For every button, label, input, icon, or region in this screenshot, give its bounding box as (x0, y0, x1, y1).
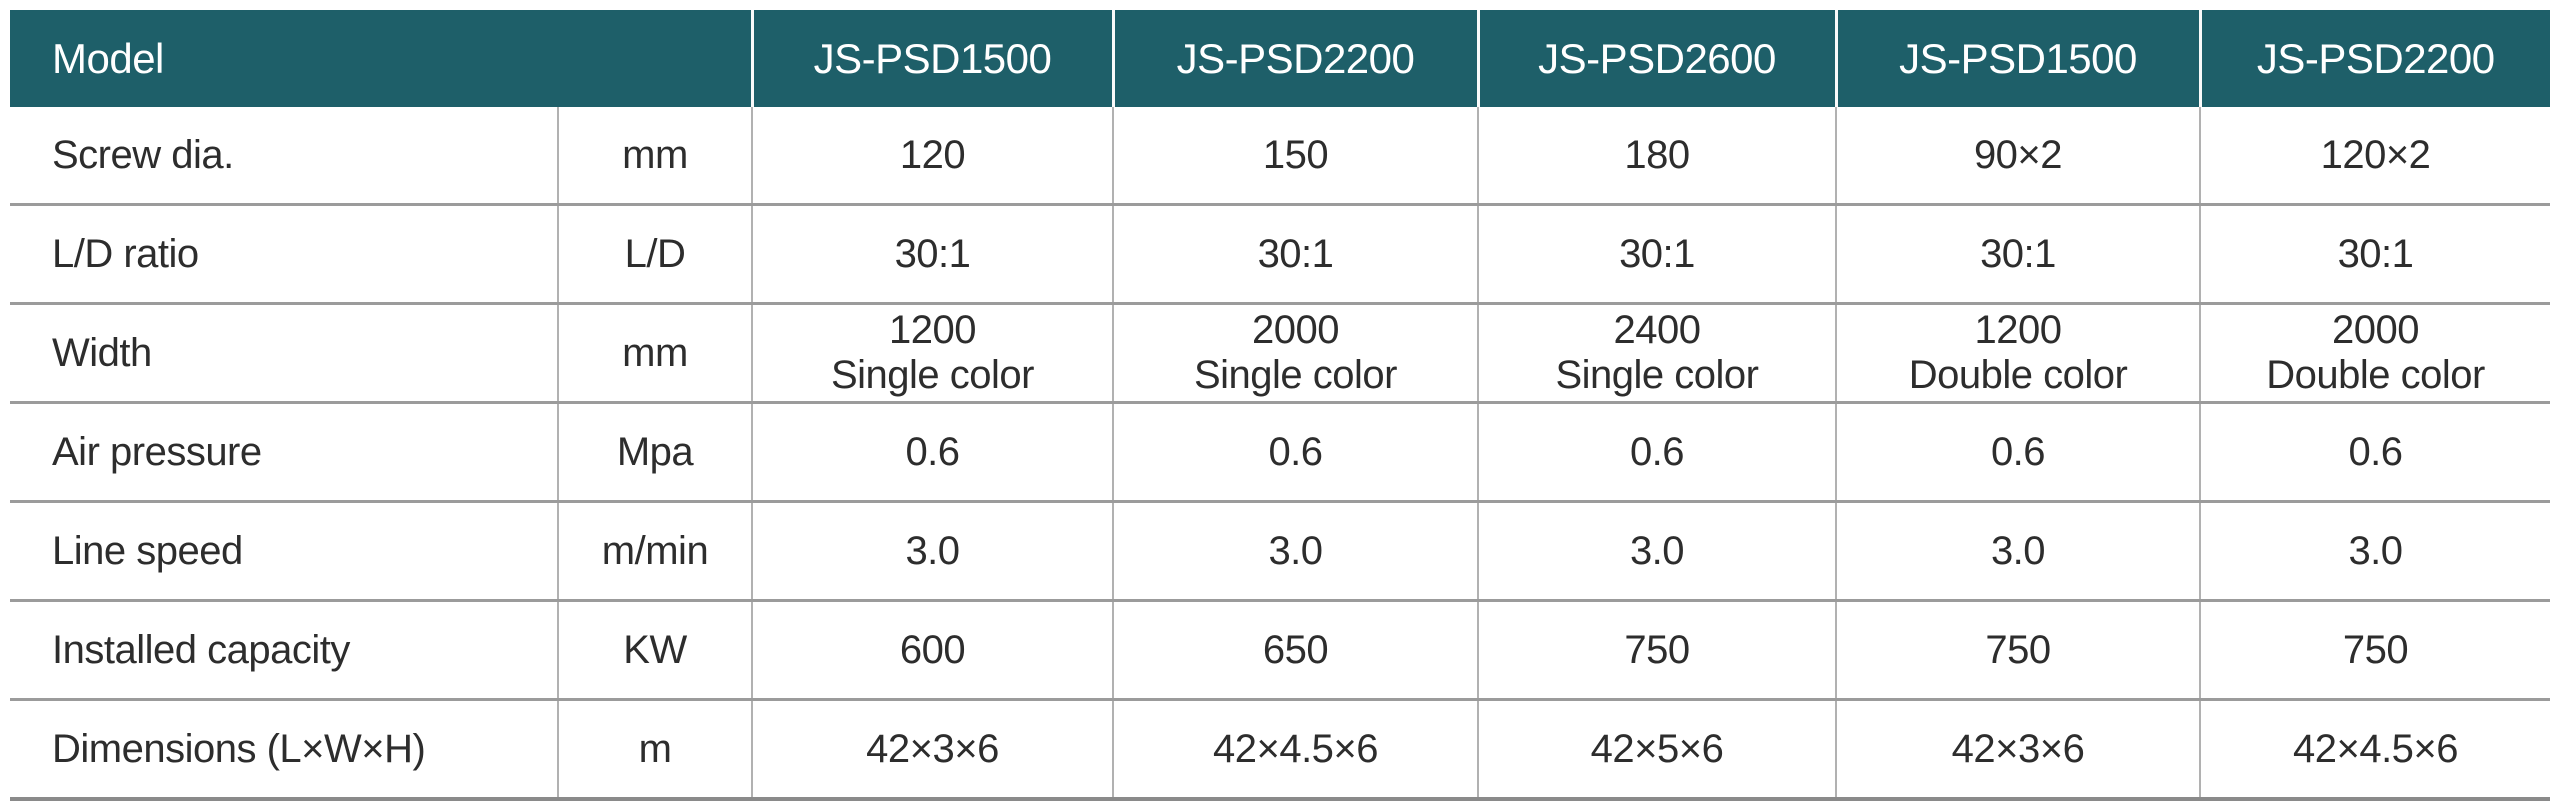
table-header-row: Model JS-PSD1500 JS-PSD2200 JS-PSD2600 J… (10, 10, 2550, 107)
cell-value: 750 (1835, 599, 2200, 700)
table-row: Width mm 1200 Single color 2000 Single c… (10, 302, 2550, 403)
row-unit: Mpa (557, 401, 752, 502)
cell-value: 30:1 (2199, 203, 2550, 304)
cell-value: 30:1 (751, 203, 1113, 304)
row-label: Width (10, 302, 558, 403)
table-row: Dimensions (L×W×H) m 42×3×6 42×4.5×6 42×… (10, 698, 2550, 801)
cell-value: 0.6 (1112, 401, 1478, 502)
cell-value: 30:1 (1477, 203, 1836, 304)
row-label: Air pressure (10, 401, 558, 502)
row-unit: mm (557, 107, 752, 205)
row-label: Line speed (10, 500, 558, 601)
row-unit: m (557, 698, 752, 801)
cell-value: 42×3×6 (1835, 698, 2200, 801)
column-header-4: JS-PSD1500 (1834, 10, 2200, 107)
table-row: Installed capacity KW 600 650 750 750 75… (10, 599, 2550, 700)
column-header-3: JS-PSD2600 (1476, 10, 1836, 107)
table-row: Air pressure Mpa 0.6 0.6 0.6 0.6 0.6 (10, 401, 2550, 502)
row-unit: L/D (557, 203, 752, 304)
cell-value: 2000 Single color (1112, 302, 1478, 403)
row-unit: mm (557, 302, 752, 403)
cell-value: 42×3×6 (751, 698, 1113, 801)
row-label: Dimensions (L×W×H) (10, 698, 558, 801)
table-row: L/D ratio L/D 30:1 30:1 30:1 30:1 30:1 (10, 203, 2550, 304)
cell-value: 750 (2199, 599, 2550, 700)
table-row: Screw dia. mm 120 150 180 90×2 120×2 (10, 107, 2550, 205)
table-row: Line speed m/min 3.0 3.0 3.0 3.0 3.0 (10, 500, 2550, 601)
column-header-1: JS-PSD1500 (750, 10, 1113, 107)
cell-value: 30:1 (1112, 203, 1478, 304)
cell-value: 180 (1477, 107, 1836, 205)
row-label: Installed capacity (10, 599, 558, 700)
cell-value: 90×2 (1835, 107, 2200, 205)
model-header-cell: Model (10, 10, 752, 107)
cell-value: 3.0 (1112, 500, 1478, 601)
cell-value: 42×5×6 (1477, 698, 1836, 801)
cell-value: 2400 Single color (1477, 302, 1836, 403)
row-label: Screw dia. (52, 132, 234, 177)
cell-value: 3.0 (751, 500, 1113, 601)
cell-value: 0.6 (1835, 401, 2200, 502)
cell-value: 600 (751, 599, 1113, 700)
column-header-5: JS-PSD2200 (2198, 10, 2550, 107)
spec-table: Model JS-PSD1500 JS-PSD2200 JS-PSD2600 J… (10, 10, 2550, 801)
cell-value: 1200 Single color (751, 302, 1113, 403)
row-label: L/D ratio (10, 203, 558, 304)
cell-value: 0.6 (2199, 401, 2550, 502)
cell-value: 1200 Double color (1835, 302, 2200, 403)
cell-value: 42×4.5×6 (1112, 698, 1478, 801)
cell-value: 150 (1112, 107, 1478, 205)
cell-value: 120 (751, 107, 1113, 205)
cell-value: 3.0 (1835, 500, 2200, 601)
column-header-2: JS-PSD2200 (1111, 10, 1478, 107)
cell-value: 750 (1477, 599, 1836, 700)
cell-value: 30:1 (1835, 203, 2200, 304)
cell-value: 3.0 (1477, 500, 1836, 601)
row-unit: KW (557, 599, 752, 700)
cell-value: 120×2 (2199, 107, 2550, 205)
row-unit: m/min (557, 500, 752, 601)
cell-value: 650 (1112, 599, 1478, 700)
cell-value: 42×4.5×6 (2199, 698, 2550, 801)
table-body: Screw dia. mm 120 150 180 90×2 120×2 L/D… (10, 107, 2550, 801)
cell-value: 3.0 (2199, 500, 2550, 601)
cell-value: 2000 Double color (2199, 302, 2550, 403)
cell-value: 0.6 (1477, 401, 1836, 502)
cell-value: 0.6 (751, 401, 1113, 502)
